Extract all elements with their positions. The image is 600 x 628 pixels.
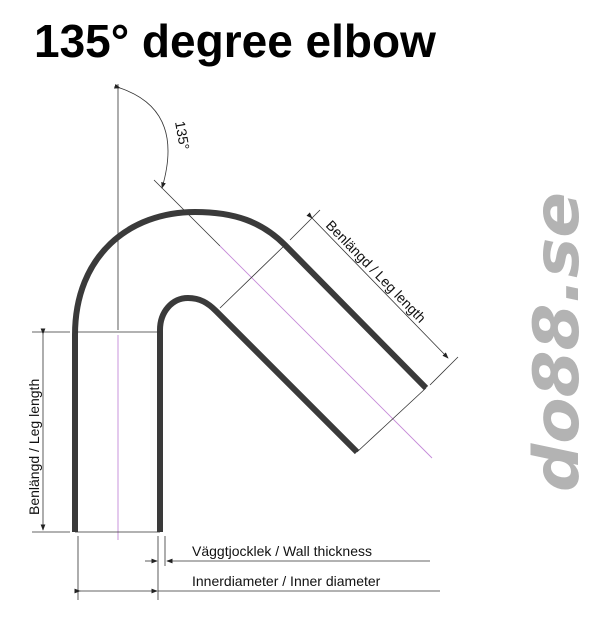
tube-inner-wall <box>157 295 360 532</box>
diagonal-extension-1 <box>289 209 321 241</box>
diagonal-extension-2 <box>429 356 459 386</box>
wall-thickness-label: Väggtjocklek / Wall thickness <box>192 543 372 559</box>
diagonal-dimension-line <box>306 212 449 359</box>
vertical-leg-length-label: Benlängd / Leg length <box>26 379 42 515</box>
diagonal-centerline <box>219 245 433 459</box>
angle-label: 135° <box>172 120 193 151</box>
inner-diameter-label: Innerdiameter / Inner diameter <box>192 573 381 589</box>
page-title: 135° degree elbow <box>34 15 436 67</box>
diagonal-leg-start-line <box>219 244 286 309</box>
angle-arc <box>113 83 169 189</box>
diagonal-leg-end-line <box>356 387 427 453</box>
logo-text: do88.se <box>520 192 593 492</box>
tube-outer-wall <box>72 209 429 532</box>
diagonal-leg-length-label: Benlängd / Leg length <box>323 217 429 326</box>
do88-logo: do88.se <box>520 192 593 492</box>
